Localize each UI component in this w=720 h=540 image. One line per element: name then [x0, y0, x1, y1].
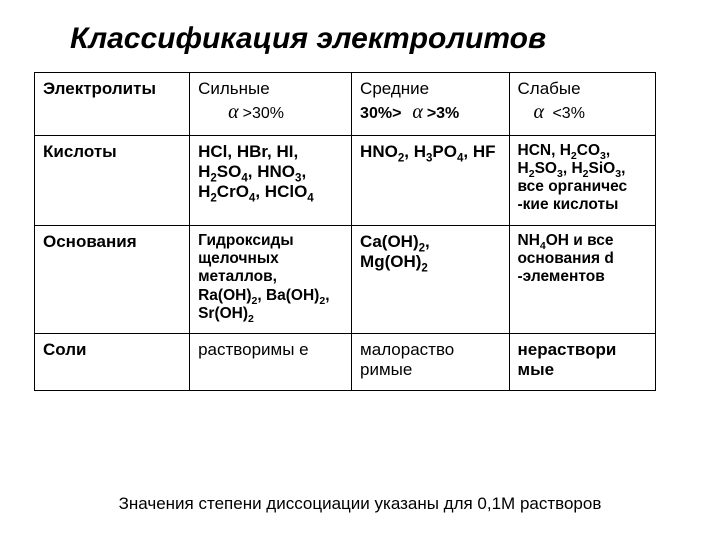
footer-note: Значения степени диссоциации указаны для…	[0, 494, 720, 514]
slide: Классификация электролитов Электролиты С…	[0, 0, 720, 540]
row-bases-weak: NH4OH и все основания d -элементов	[509, 225, 656, 333]
header-medium-pct-right: >3%	[427, 105, 459, 122]
row-acids-head: Кислоты	[35, 135, 190, 225]
header-rowhead-text: Электролиты	[43, 79, 156, 98]
header-strong-pct: >30%	[243, 105, 284, 122]
header-rowhead: Электролиты	[35, 73, 190, 136]
row-salts-head: Соли	[35, 334, 190, 391]
row-acids-strong: HCl, HBr, HI, H2SO4, HNO3, H2CrO4, HClO4	[190, 135, 352, 225]
electrolyte-table: Электролиты Сильные α>30% Средние 30%> α…	[34, 72, 656, 391]
slide-title: Классификация электролитов	[70, 22, 690, 56]
row-acids-weak: HCN, H2CO3, H2SO3, H2SiO3, все органичес…	[509, 135, 656, 225]
header-weak: Слабые α <3%	[509, 73, 656, 136]
row-bases-head: Основания	[35, 225, 190, 333]
row-bases-medium: Ca(OH)2, Mg(OH)2	[352, 225, 509, 333]
alpha-icon: α	[410, 101, 427, 123]
row-acids: Кислоты HCl, HBr, HI, H2SO4, HNO3, H2CrO…	[35, 135, 656, 225]
header-medium-pct-left: 30%>	[360, 105, 401, 122]
header-weak-label: Слабые	[518, 79, 648, 99]
header-strong: Сильные α>30%	[190, 73, 352, 136]
row-acids-medium: HNO2, H3PO4, HF	[352, 135, 509, 225]
alpha-icon: α	[532, 101, 549, 123]
row-salts-weak: нераствори мые	[509, 334, 656, 391]
header-weak-pct: <3%	[552, 105, 584, 122]
row-salts: Соли растворимы е малораство римые нерас…	[35, 334, 656, 391]
header-medium-label: Средние	[360, 79, 500, 99]
alpha-icon: α	[226, 101, 243, 123]
table-header-row: Электролиты Сильные α>30% Средние 30%> α…	[35, 73, 656, 136]
row-salts-medium: малораство римые	[352, 334, 509, 391]
row-bases-strong: Гидроксиды щелочных металлов, Ra(OH)2, B…	[190, 225, 352, 333]
row-salts-strong: растворимы е	[190, 334, 352, 391]
header-medium: Средние 30%> α>3%	[352, 73, 509, 136]
header-strong-label: Сильные	[198, 79, 343, 99]
row-bases: Основания Гидроксиды щелочных металлов, …	[35, 225, 656, 333]
